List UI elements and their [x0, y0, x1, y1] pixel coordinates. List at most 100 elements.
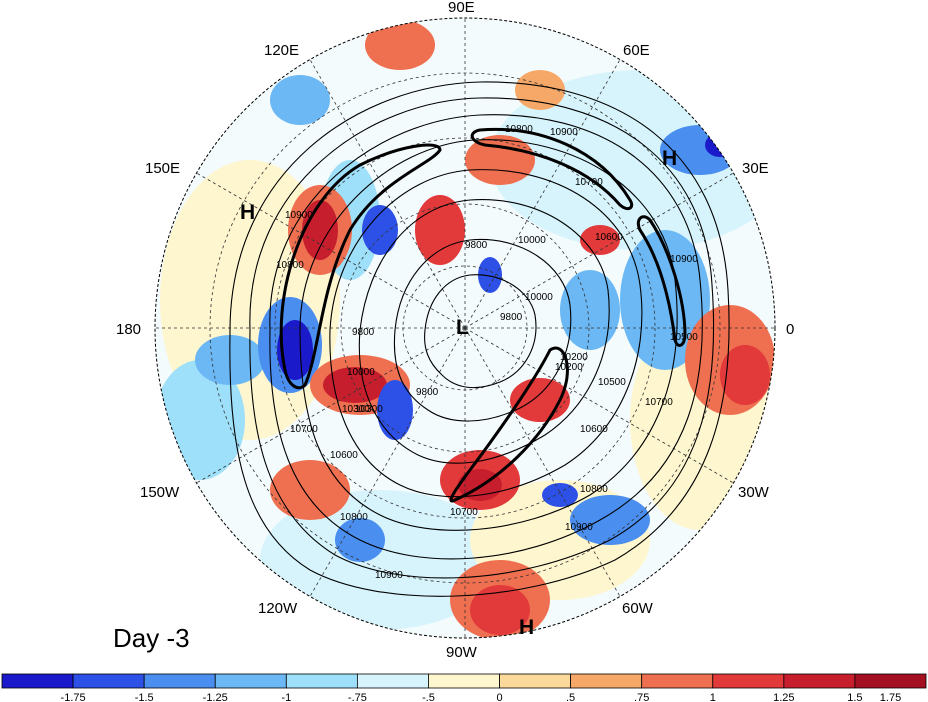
contour-label: 10900	[670, 254, 698, 265]
jet-streak-pacific	[279, 143, 442, 390]
contour-label: 10700	[575, 177, 603, 188]
contour-label: 10500	[598, 377, 626, 388]
colorbar-swatch	[570, 673, 643, 689]
contour-label: 10200	[560, 352, 588, 363]
longitude-label-120w: 120W	[258, 600, 298, 617]
contour-label: 10800	[505, 124, 533, 135]
meridian-line	[309, 59, 466, 329]
contour-label: 10600	[580, 424, 608, 435]
longitude-label-30w: 30W	[738, 484, 770, 501]
contour-label: 10700	[290, 424, 318, 435]
contour-label: 10900	[375, 570, 403, 581]
anomaly-patch	[620, 230, 710, 370]
contour-label: 10700	[450, 507, 478, 518]
colorbar-swatch	[214, 673, 287, 689]
colorbar-tick-label: -1.25	[203, 692, 228, 702]
meridian-line	[196, 327, 466, 484]
colorbar-swatch	[356, 673, 429, 689]
anomaly-patch	[377, 380, 413, 440]
contour-label: 10800	[276, 260, 304, 271]
pressure-markers: H H L H	[240, 147, 677, 639]
colorbar: -1.75 -1.5 -1.25 -1 -.75 -.5 0 .5 .75 1 1.25 1.5 1.7…	[1, 673, 927, 702]
colorbar-tick-label: -.5	[422, 692, 435, 702]
meridian-line	[196, 172, 466, 329]
contour-label: 9800	[352, 327, 375, 338]
contour-line	[299, 139, 678, 531]
longitude-label-150w: 150W	[140, 484, 180, 501]
contour-label: 10600	[595, 232, 623, 243]
contour-line	[229, 81, 730, 597]
colorbar-tick-label: 1.75	[880, 692, 901, 702]
jet-streak-europe	[636, 215, 687, 347]
contour-label: 9800	[465, 240, 488, 251]
longitude-label-90e: 90E	[448, 0, 475, 16]
contour-line	[424, 274, 537, 389]
meridian-line	[309, 327, 466, 597]
longitude-label-180: 180	[116, 321, 141, 338]
high-pressure-europe: H	[662, 147, 677, 170]
contour-line	[393, 238, 572, 422]
longitude-label-120e: 120E	[264, 42, 299, 59]
longitude-label-30e: 30E	[742, 160, 769, 177]
contour-line	[249, 97, 715, 579]
anomaly-patch	[560, 270, 620, 350]
contour-line	[358, 199, 610, 464]
jet-streak-outlines	[279, 127, 687, 503]
anomaly-patch	[302, 200, 338, 260]
contour-label: 9800	[416, 387, 439, 398]
contour-line	[329, 169, 643, 498]
latitude-circle	[340, 203, 590, 453]
anomaly-patch	[515, 70, 565, 110]
high-pressure-south-america: H	[519, 616, 534, 639]
colorbar-tick-label: 1	[710, 692, 716, 702]
latitude-circle	[274, 137, 656, 519]
colorbar-tick-label: 1.25	[773, 692, 794, 702]
colorbar-tick-label: -1.5	[135, 692, 154, 702]
contour-label: 10200	[555, 362, 583, 373]
longitude-labels: 90E 60E 30E 0 30W 60W 90W 120W 150W 180 …	[116, 0, 794, 661]
colorbar-tick-label: 0	[496, 692, 502, 702]
longitude-label-150e: 150E	[145, 160, 180, 177]
contour-label: 10700	[645, 397, 673, 408]
anomaly-patch	[478, 257, 502, 293]
contour-label: 10000	[518, 235, 546, 246]
colorbar-tick-label: .5	[566, 692, 575, 702]
anomaly-patch	[270, 460, 350, 520]
anomaly-patch	[260, 490, 500, 630]
contour-label: 10900	[565, 522, 593, 533]
contour-labels: 10900 10800 10700 10600 10500 10300 1020…	[276, 124, 698, 581]
contour-label: 10000	[347, 367, 375, 378]
contour-label: 10000	[525, 292, 553, 303]
colorbar-swatch	[783, 673, 856, 689]
colorbar-tick-label: -.75	[348, 692, 367, 702]
colorbar-swatch	[499, 673, 572, 689]
meridian-line	[464, 327, 621, 597]
contour-label: 10500	[670, 332, 698, 343]
longitude-label-90w: 90W	[446, 644, 478, 661]
longitude-label-0: 0	[786, 321, 794, 338]
geopotential-contours	[229, 81, 730, 597]
longitude-label-60w: 60W	[622, 600, 654, 617]
anomaly-patch	[470, 585, 530, 635]
colorbar-swatch	[428, 673, 500, 689]
colorbar-swatch	[712, 673, 785, 689]
anomaly-patch	[277, 320, 313, 380]
contour-label: 10800	[340, 512, 368, 523]
low-pressure-pole: L	[456, 316, 469, 339]
high-pressure-siberia: H	[240, 201, 255, 224]
panel-label: Day -3	[113, 623, 190, 653]
jet-streak-north	[470, 127, 634, 211]
colorbar-swatch	[1, 673, 74, 689]
anomaly-patch	[270, 75, 330, 125]
contour-line	[269, 114, 703, 560]
colorbar-tick-label: .75	[634, 692, 649, 702]
colorbar-swatch	[854, 673, 927, 689]
contour-label: 10800	[580, 484, 608, 495]
colorbar-tick-label: 1.5	[847, 692, 862, 702]
contour-label: 10300	[355, 404, 383, 415]
colorbar-swatch	[72, 673, 145, 689]
anomaly-patch	[365, 20, 435, 70]
colorbar-tick-label: -1	[281, 692, 291, 702]
longitude-label-60e: 60E	[623, 42, 650, 59]
